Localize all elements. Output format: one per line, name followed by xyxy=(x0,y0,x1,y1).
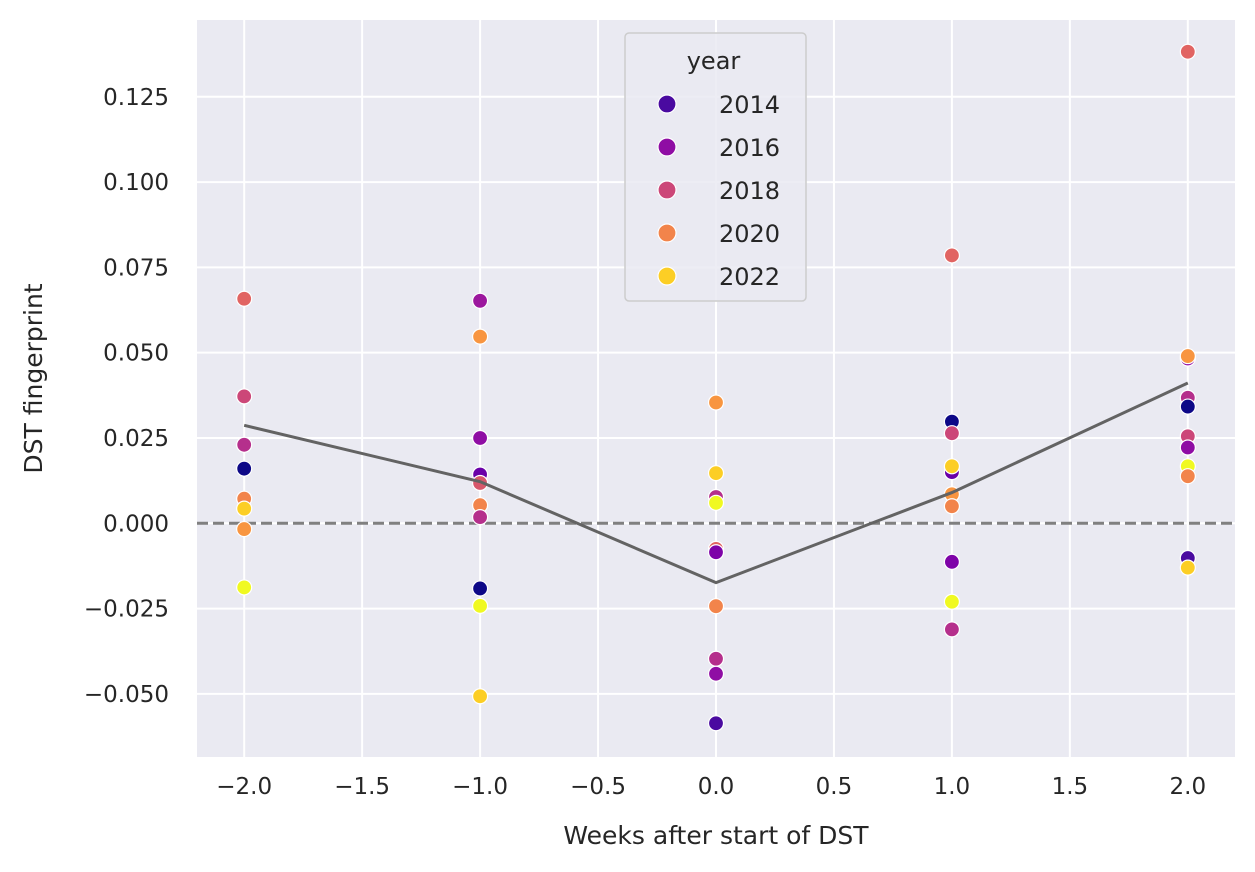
data-point xyxy=(1179,43,1196,60)
y-tick-label: 0.125 xyxy=(103,85,169,111)
data-point xyxy=(707,665,725,682)
y-tick-label: 0.000 xyxy=(103,511,169,537)
y-tick-label: 0.100 xyxy=(103,170,169,196)
legend-marker xyxy=(657,94,677,114)
data-point xyxy=(471,292,489,309)
legend-label: 2018 xyxy=(719,177,780,205)
data-point xyxy=(707,650,725,667)
data-point xyxy=(471,509,489,526)
legend-label: 2016 xyxy=(719,134,780,162)
x-tick-label: −1.5 xyxy=(334,774,390,800)
y-tick-label: 0.075 xyxy=(103,255,169,281)
y-tick-label: 0.025 xyxy=(103,426,169,452)
x-tick-label: −0.5 xyxy=(570,774,626,800)
data-point xyxy=(236,388,253,405)
y-tick-label: −0.025 xyxy=(84,597,169,623)
data-point xyxy=(707,544,725,561)
data-point xyxy=(236,460,253,477)
x-tick-label: 0.5 xyxy=(816,774,853,800)
data-point xyxy=(236,436,253,453)
data-point xyxy=(471,688,489,705)
legend-label: 2014 xyxy=(719,91,780,119)
data-point xyxy=(1179,439,1196,456)
data-point xyxy=(471,328,489,345)
data-point xyxy=(707,465,725,482)
legend-marker xyxy=(657,137,677,157)
y-axis: −0.050 −0.025 0.000 0.025 0.050 0.075 0.100 0.1… xyxy=(84,85,169,708)
y-tick-label: −0.050 xyxy=(84,682,169,708)
data-points xyxy=(236,43,1196,732)
x-axis-title: Weeks after start of DST xyxy=(563,821,869,850)
data-point xyxy=(943,593,961,610)
data-point xyxy=(471,580,489,597)
legend-marker xyxy=(657,180,677,200)
legend-label: 2020 xyxy=(719,220,780,248)
data-point xyxy=(236,500,253,517)
data-point xyxy=(1179,468,1196,485)
x-tick-label: −2.0 xyxy=(216,774,272,800)
data-point xyxy=(943,553,961,570)
y-tick-label: 0.050 xyxy=(103,341,169,367)
x-tick-label: 0.0 xyxy=(698,774,735,800)
x-tick-label: −1.0 xyxy=(452,774,508,800)
data-point xyxy=(943,498,961,515)
legend: year 2014 2016 2018 2020 2022 xyxy=(624,32,807,302)
legend-marker xyxy=(657,266,677,286)
data-point xyxy=(943,425,961,442)
mean-line xyxy=(243,381,1189,585)
data-point xyxy=(943,247,961,264)
data-point xyxy=(471,429,489,447)
data-point xyxy=(236,520,253,538)
x-tick-label: 2.0 xyxy=(1170,774,1207,800)
data-point xyxy=(1179,398,1196,415)
x-tick-label: 1.5 xyxy=(1052,774,1089,800)
data-point xyxy=(943,621,961,638)
x-tick-label: 1.0 xyxy=(934,774,971,800)
legend-marker xyxy=(657,223,677,243)
data-point xyxy=(943,458,961,475)
data-point xyxy=(707,598,725,615)
data-point xyxy=(471,597,489,614)
legend-label: 2022 xyxy=(719,263,780,291)
data-point xyxy=(236,290,253,307)
data-point xyxy=(707,494,725,511)
legend-title: year xyxy=(687,47,741,75)
data-point xyxy=(1179,559,1196,576)
data-point xyxy=(707,394,725,411)
data-point xyxy=(707,715,725,732)
data-point xyxy=(1179,347,1196,365)
x-axis: −2.0 −1.5 −1.0 −0.5 0.0 0.5 1.0 1.5 2.0 xyxy=(216,774,1206,800)
data-point xyxy=(236,579,253,596)
y-axis-title: DST fingerprint xyxy=(19,283,48,473)
